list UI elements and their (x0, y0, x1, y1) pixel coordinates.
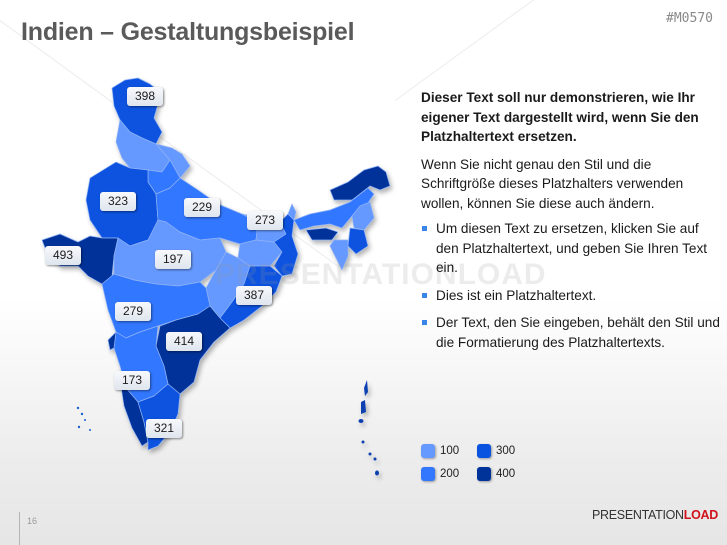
value-label-west: 493 (45, 246, 81, 265)
legend-swatch (477, 444, 491, 458)
legend-label: 200 (440, 468, 460, 480)
region-arunachal (329, 165, 391, 201)
page-title[interactable]: Indien – Gestaltungsbeispiel (21, 18, 355, 46)
legend-item-300: 300 (477, 443, 515, 459)
region-manipur (347, 227, 369, 255)
value-label-north-central: 229 (184, 198, 220, 217)
value-label-south: 321 (146, 419, 182, 438)
footer-divider (19, 512, 20, 545)
india-map: 398 323 493 229 197 273 387 279 414 173 … (30, 70, 420, 500)
value-label-east-coast: 387 (236, 286, 272, 305)
value-label-north: 398 (127, 87, 163, 106)
slide-code: #M0570 (666, 11, 713, 26)
legend-label: 400 (496, 468, 516, 480)
brand-name-part2: LOAD (683, 508, 719, 522)
body-paragraph[interactable]: Wenn Sie nicht genau den Stil und die Sc… (421, 156, 684, 211)
bullet-text: Um diesen Text zu ersetzen, klicken Sie … (436, 221, 708, 275)
legend-swatch (477, 467, 491, 481)
region-mizoram (329, 239, 349, 271)
square-bullet-icon (422, 320, 427, 325)
text-placeholder[interactable]: Dieser Text soll nur demonstrieren, wie … (421, 88, 721, 360)
watermark: PRESENTATIONLOAD (215, 258, 547, 291)
value-label-northwest: 323 (100, 192, 136, 211)
value-label-central: 197 (155, 250, 191, 269)
square-bullet-icon (422, 226, 427, 231)
region-sikkim (287, 203, 297, 221)
value-label-east: 273 (247, 211, 283, 230)
bullet-item[interactable]: Um diesen Text zu ersetzen, klicken Sie … (421, 219, 721, 278)
value-label-southwest: 173 (114, 371, 150, 390)
bullet-text: Der Text, den Sie eingeben, behält den S… (436, 315, 720, 350)
bullet-text: Dies ist ein Platzhaltertext. (436, 287, 597, 303)
legend-label: 100 (440, 445, 460, 457)
brand-name-part1: PRESENTATION (592, 508, 684, 522)
value-label-west-central: 279 (115, 302, 151, 321)
region-meghalaya (305, 227, 339, 241)
lakshadweep-islands (76, 406, 91, 431)
value-label-south-central: 414 (166, 332, 202, 351)
page-number: 16 (27, 516, 38, 526)
legend-swatch (421, 444, 435, 458)
legend-item-200: 200 (421, 466, 459, 482)
square-bullet-icon (422, 292, 427, 298)
legend-item-100: 100 (421, 443, 459, 459)
bullet-list: Um diesen Text zu ersetzen, klicken Sie … (421, 219, 721, 352)
region-goa (107, 331, 117, 351)
lead-text[interactable]: Dieser Text soll nur demonstrieren, wie … (421, 90, 699, 144)
legend-swatch (421, 467, 435, 481)
bullet-item[interactable]: Der Text, den Sie eingeben, behält den S… (421, 313, 721, 352)
andaman-nicobar-islands (358, 380, 379, 476)
map-legend: 100 200 300 400 (421, 443, 551, 487)
bullet-item[interactable]: Dies ist ein Platzhaltertext. (421, 286, 721, 306)
legend-item-400: 400 (477, 466, 515, 482)
brand-logo: PRESENTATIONLOAD (592, 508, 718, 522)
legend-label: 300 (496, 445, 516, 457)
